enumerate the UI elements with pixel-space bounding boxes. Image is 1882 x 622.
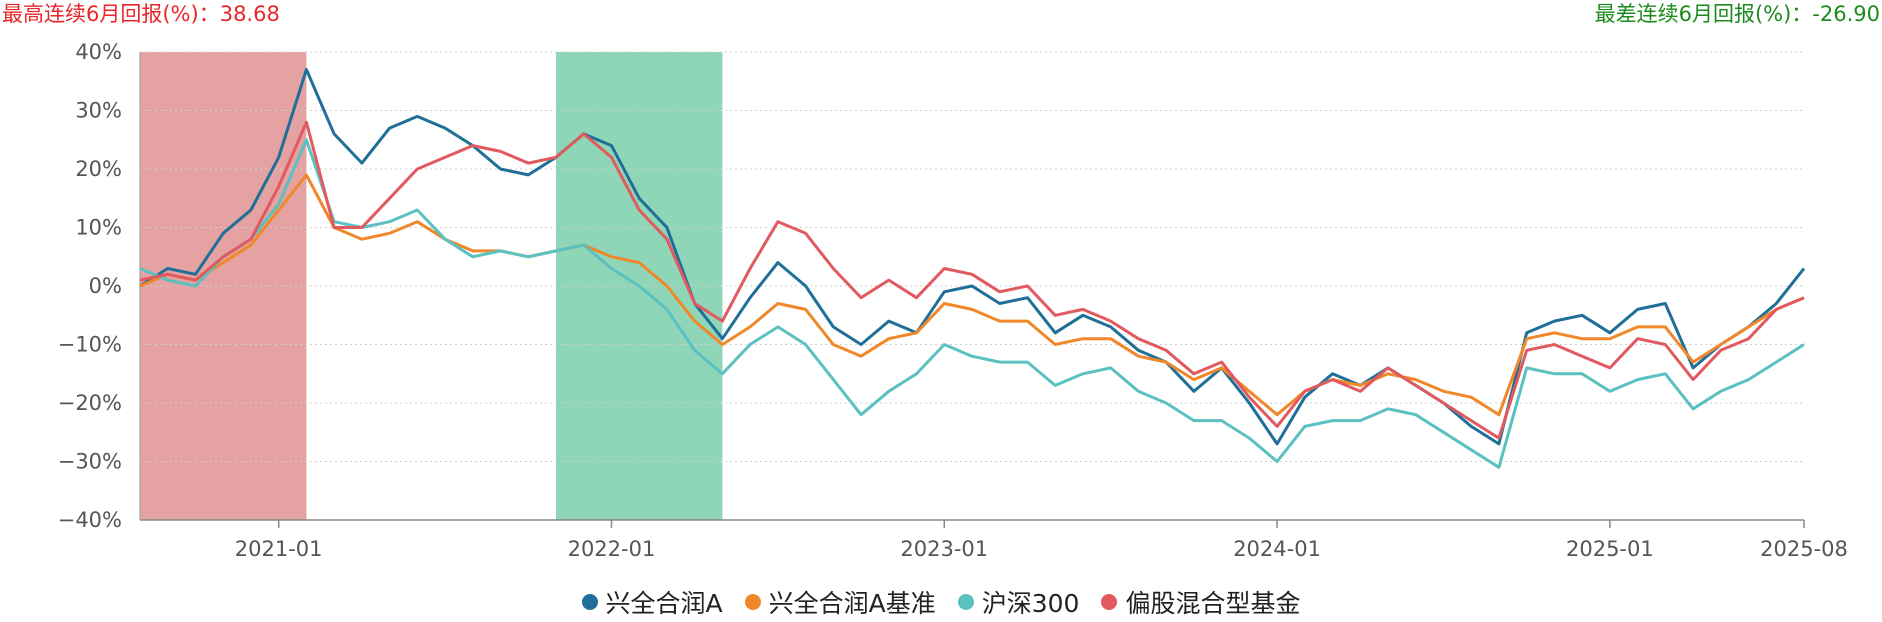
legend-item-4[interactable]: 偏股混合型基金: [1101, 584, 1300, 620]
y-tick-label: 30%: [75, 99, 122, 123]
series-line-3: [139, 138, 1805, 469]
y-tick-label: −40%: [58, 508, 122, 532]
legend-label: 兴全合润A: [605, 589, 723, 618]
series-line-1: [139, 68, 1806, 446]
x-tick-label: 2022-01: [568, 537, 656, 561]
worst-6m-value: -26.90: [1812, 2, 1880, 26]
legend-dot-icon: [744, 594, 761, 610]
legend-label: 兴全合润A基准: [768, 589, 936, 618]
legend-item-1[interactable]: 兴全合润A: [581, 584, 723, 620]
y-tick-label: 10%: [75, 216, 122, 240]
series-line-2: [139, 173, 1805, 417]
worst-6m-return: 最差连续6月回报(%)：-26.90: [1595, 0, 1880, 28]
legend: 兴全合润A 兴全合润A基准 沪深300 偏股混合型基金: [0, 584, 1882, 620]
best-6m-label: 最高连续6月回报(%)：: [2, 2, 220, 26]
x-tick-label: 2025-01: [1566, 537, 1654, 561]
y-tick-label: −20%: [58, 391, 122, 415]
x-tick-label: 2023-01: [900, 537, 988, 561]
y-tick-label: 40%: [75, 40, 122, 64]
legend-dot-icon: [581, 594, 598, 610]
gridlines: [140, 51, 1804, 462]
x-axis: 2021-01 2022-01 2023-01 2024-01 2025-01 2025-…: [140, 519, 1848, 561]
y-tick-label: −30%: [58, 450, 122, 474]
y-tick-label: −10%: [58, 333, 122, 357]
series-line-4: [139, 120, 1805, 440]
series-lines: [139, 68, 1806, 469]
legend-dot-icon: [957, 594, 974, 610]
y-tick-label: 20%: [75, 157, 122, 181]
shaded-range-1: [140, 52, 307, 520]
x-tick-label: 2021-01: [235, 537, 323, 561]
legend-label: 沪深300: [981, 589, 1080, 618]
return-line-chart: 40%30%20%10%0%−10%−20%−30%−40% 2021-01 20…: [58, 40, 1848, 561]
best-6m-return: 最高连续6月回报(%)：38.68: [2, 0, 280, 28]
legend-label: 偏股混合型基金: [1125, 589, 1301, 618]
legend-item-2[interactable]: 兴全合润A基准: [744, 584, 936, 620]
legend-item-3[interactable]: 沪深300: [957, 584, 1080, 620]
best-6m-value: 38.68: [219, 2, 280, 26]
y-axis: 40% 30% 20% 10% 0% −10% −20% −30% −40%: [58, 40, 141, 532]
x-tick-label: 2024-01: [1233, 537, 1321, 561]
y-tick-label: 0%: [89, 274, 122, 298]
legend-dot-icon: [1101, 594, 1118, 610]
worst-6m-label: 最差连续6月回报(%)：: [1594, 2, 1813, 26]
x-tick-label: 2025-08: [1760, 537, 1848, 561]
